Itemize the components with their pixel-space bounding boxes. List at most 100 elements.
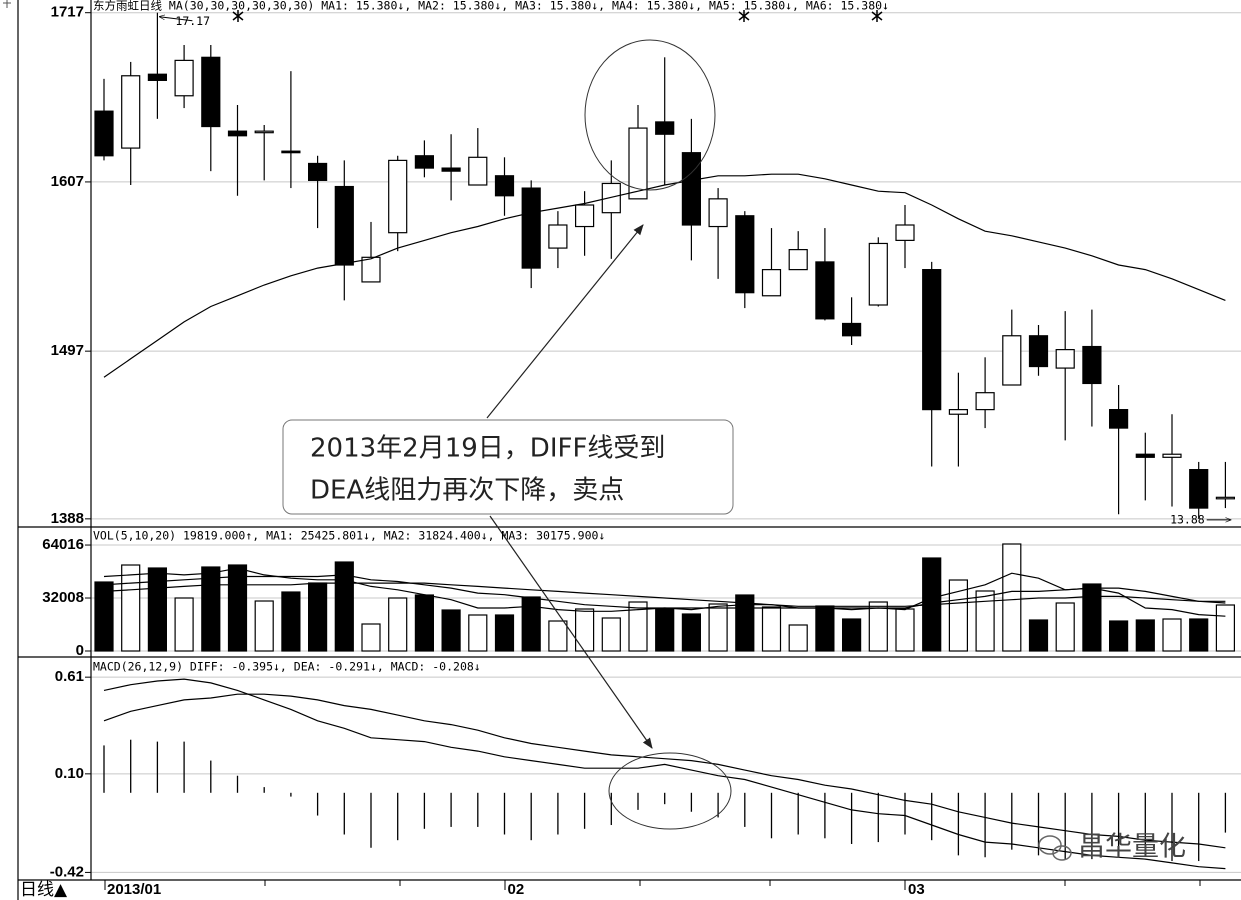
candle-body — [227, 130, 248, 137]
candle-body — [601, 182, 621, 214]
volume-bar — [574, 608, 595, 652]
volume-bar — [147, 567, 167, 652]
candle-body — [1028, 335, 1049, 368]
y-tick-label: 1607 — [51, 173, 84, 190]
candle-body — [708, 198, 728, 228]
candle-body — [174, 59, 194, 97]
volume-bar — [494, 614, 515, 652]
volume-bar — [1162, 618, 1182, 652]
candle-body — [628, 127, 648, 200]
candle-body — [468, 156, 488, 186]
volume-bar — [521, 596, 541, 652]
y-tick-label: 0.61 — [55, 668, 84, 685]
candle-body — [841, 322, 862, 337]
candle-body — [281, 150, 301, 154]
callout-text: 2013年2月19日，DIFF线受到 — [310, 434, 665, 464]
y-tick-label: 1717 — [51, 4, 84, 21]
candle-body — [308, 162, 328, 181]
label-arrow — [159, 17, 193, 22]
candle-body — [121, 75, 141, 149]
candle-body — [548, 224, 568, 249]
volume-bar — [254, 600, 274, 652]
highlight-circle — [584, 39, 716, 191]
candle-body — [761, 269, 782, 297]
volume-bar — [1215, 604, 1236, 652]
candle-body — [334, 185, 354, 266]
settings-icon[interactable] — [3, 0, 11, 8]
volume-bar — [548, 620, 568, 652]
low-label: 13.88 — [1170, 512, 1205, 526]
volume-bar — [1108, 620, 1129, 652]
volume-bar — [1135, 619, 1155, 652]
high-label: 17.17 — [175, 14, 210, 28]
candle-body — [1055, 349, 1075, 369]
volume-bar — [1189, 618, 1209, 652]
candle-body — [815, 261, 835, 320]
volume-bar — [227, 564, 248, 652]
candle-body — [494, 175, 515, 197]
volume-bar — [681, 613, 702, 652]
y-tick-label: 1388 — [51, 510, 84, 527]
volume-bar — [441, 609, 461, 652]
y-tick-label: 64016 — [42, 536, 84, 553]
watermark-text: 昌华量化 — [1078, 832, 1186, 863]
y-tick-label: 1497 — [51, 342, 84, 359]
period-label[interactable]: 日线▲ — [20, 880, 68, 900]
dea-line — [103, 693, 1226, 849]
candle-body — [895, 224, 915, 241]
volume-bar — [895, 608, 915, 652]
volume-ma-line — [103, 574, 1226, 609]
candle-body — [1082, 345, 1102, 385]
candle-body — [441, 167, 461, 172]
x-tick-label: 02 — [508, 881, 525, 898]
candle-body — [1162, 453, 1182, 458]
candle-body — [388, 159, 408, 234]
candle-body — [574, 204, 595, 228]
candle-body — [788, 249, 808, 271]
ma-line — [103, 173, 1226, 378]
macd-header: MACD(26,12,9) DIFF: -0.395↓, DEA: -0.291… — [93, 660, 481, 674]
candle-body — [948, 409, 969, 415]
callout-box — [282, 419, 734, 515]
volume-bar — [788, 624, 808, 652]
candle-body — [1189, 469, 1209, 509]
volume-bar — [761, 606, 782, 652]
volume-header: VOL(5,10,20) 19819.000↑, MA1: 25425.801↓… — [93, 529, 605, 543]
callout-arrow — [489, 515, 653, 749]
volume-bar — [1082, 583, 1102, 652]
callout-arrow — [486, 224, 644, 419]
diff-line — [103, 678, 1226, 870]
candle-body — [655, 121, 675, 135]
y-tick-label: 0.10 — [55, 765, 84, 782]
highlight-circle — [608, 752, 732, 830]
candle-body — [868, 242, 888, 306]
watermark-icon — [1038, 835, 1062, 855]
candle-body — [521, 187, 541, 269]
volume-bar — [94, 581, 114, 652]
y-tick-label: 32008 — [42, 589, 84, 606]
volume-bar — [815, 605, 835, 652]
volume-bar — [308, 582, 328, 652]
volume-bar — [468, 614, 488, 652]
x-tick-label: 03 — [908, 881, 925, 898]
candle-body — [1002, 335, 1022, 386]
candle-body — [735, 215, 755, 294]
candle-body — [1135, 453, 1155, 458]
candle-body — [975, 392, 995, 411]
volume-bar — [655, 608, 675, 652]
candle-body — [201, 56, 221, 128]
candle-body — [922, 269, 942, 411]
volume-bar — [201, 566, 221, 652]
price-header: 东方雨虹日线 MA(30,30,30,30,30,30) MA1: 15.380… — [93, 0, 889, 13]
watermark-icon — [1052, 845, 1072, 861]
event-markers[interactable] — [232, 10, 883, 22]
volume-bar — [121, 564, 141, 652]
y-tick-label: -0.42 — [50, 863, 84, 880]
candle-body — [94, 110, 114, 157]
candle-body — [1108, 409, 1129, 429]
candle-body — [254, 130, 274, 134]
mark-layer — [94, 12, 1236, 870]
volume-bar — [388, 597, 408, 652]
volume-bar — [334, 561, 354, 652]
volume-bar — [1028, 619, 1049, 652]
